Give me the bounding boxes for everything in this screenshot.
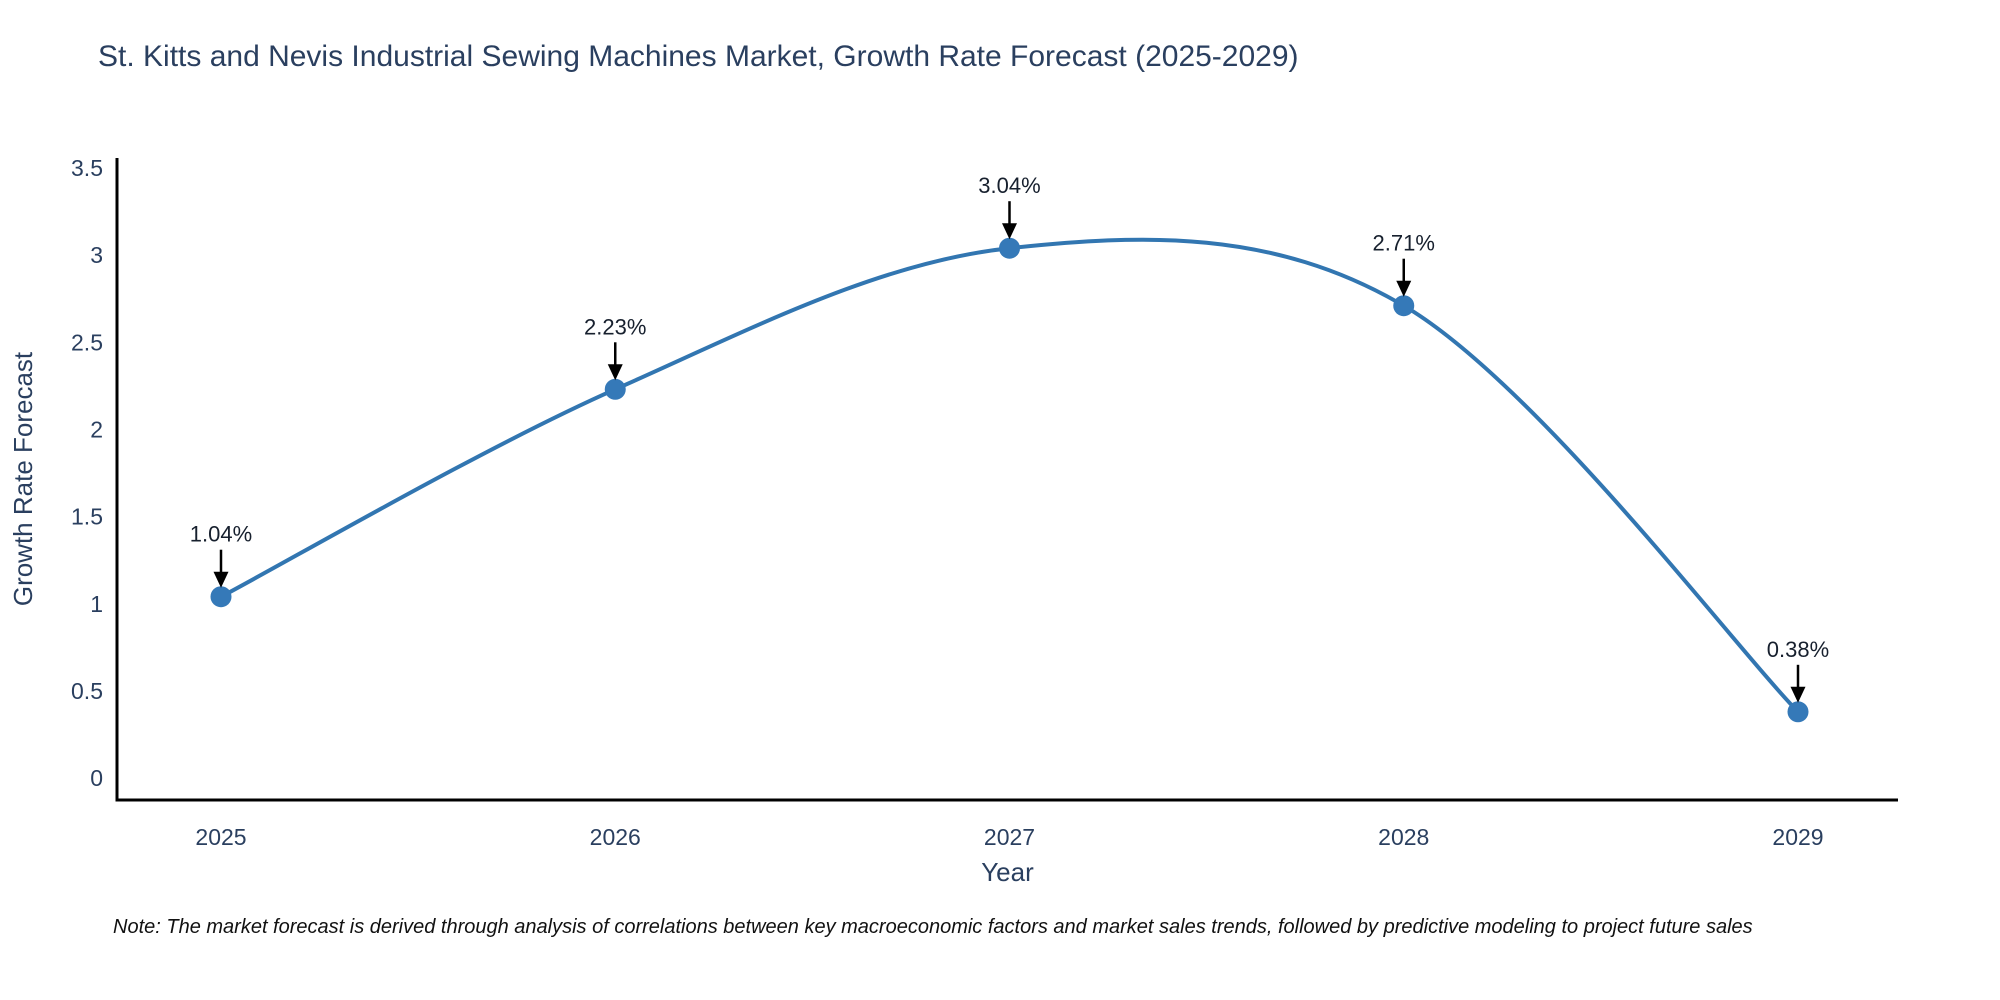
- data-point-label: 1.04%: [190, 522, 252, 547]
- forecast-line: [219, 237, 1800, 714]
- data-point-marker: [1393, 295, 1415, 317]
- data-point-label: 2.23%: [584, 314, 646, 339]
- data-point-marker: [1787, 701, 1809, 723]
- y-tick-label: 2.5: [71, 329, 103, 355]
- footnote: Note: The market forecast is derived thr…: [113, 916, 1753, 938]
- annotation-arrowhead-icon: [607, 364, 623, 381]
- y-tick-label: 1: [90, 591, 103, 617]
- y-tick-label: 3.5: [71, 155, 103, 181]
- annotation-arrowhead-icon: [1790, 686, 1806, 703]
- chart-title: St. Kitts and Nevis Industrial Sewing Ma…: [98, 40, 1299, 73]
- data-point-marker: [210, 586, 232, 608]
- x-axis-title: Year: [981, 857, 1034, 887]
- annotation-arrowhead-icon: [1396, 280, 1412, 297]
- x-tick-label: 2025: [195, 824, 246, 850]
- y-axis-title: Growth Rate Forecast: [8, 351, 38, 606]
- data-point-label: 0.38%: [1767, 637, 1829, 662]
- data-point-marker: [604, 378, 626, 400]
- x-tick-label: 2027: [984, 824, 1035, 850]
- y-tick-label: 2: [90, 416, 103, 442]
- data-point-marker: [999, 237, 1020, 259]
- annotation-arrowhead-icon: [213, 571, 229, 588]
- y-tick-label: 0: [90, 765, 103, 791]
- y-tick-label: 3: [90, 242, 103, 268]
- x-tick-label: 2029: [1772, 824, 1823, 850]
- x-tick-label: 2026: [590, 824, 641, 850]
- annotation-arrowhead-icon: [1002, 223, 1017, 240]
- data-point-label: 2.71%: [1373, 231, 1435, 256]
- y-tick-label: 1.5: [71, 504, 103, 530]
- data-point-label: 3.04%: [978, 173, 1040, 198]
- x-tick-label: 2028: [1378, 824, 1429, 850]
- y-tick-label: 0.5: [71, 678, 103, 704]
